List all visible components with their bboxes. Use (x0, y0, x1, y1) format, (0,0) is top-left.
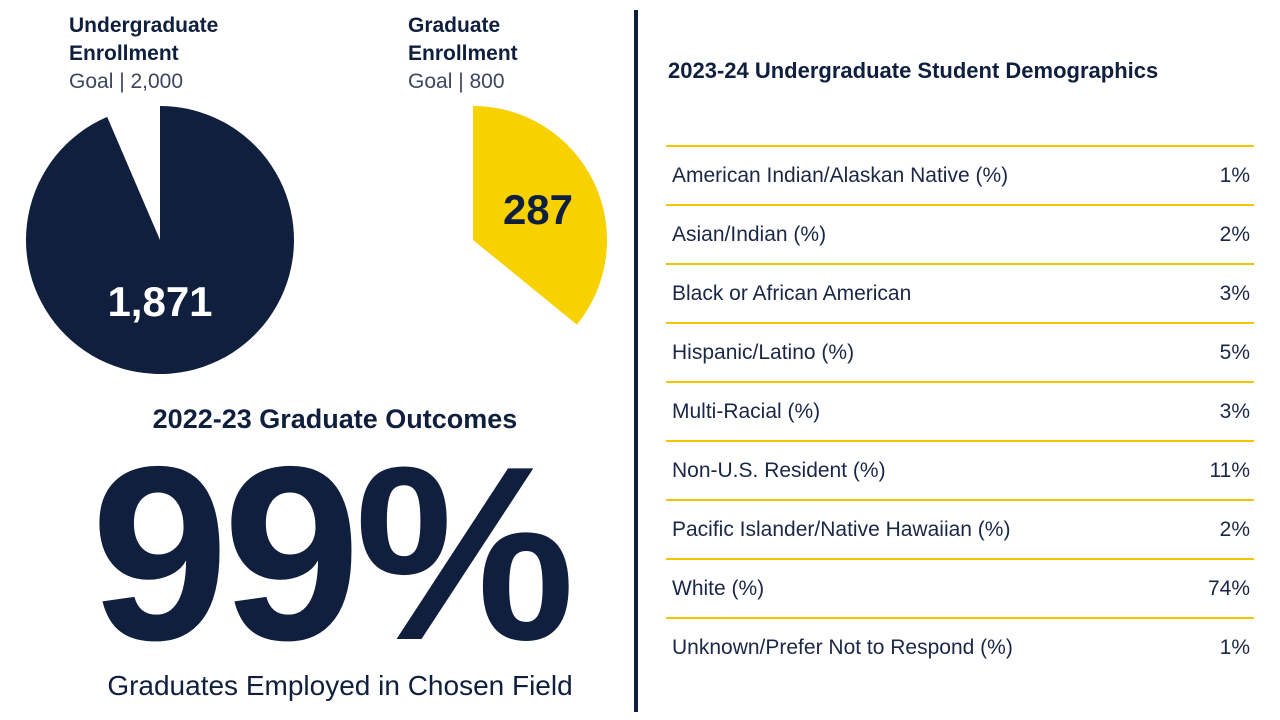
undergrad-pie-label: 1,871 (107, 278, 212, 325)
row-label: White (%) (672, 576, 765, 600)
outcomes-big-value: 99% (90, 414, 575, 692)
row-label: Black or African American (672, 281, 912, 305)
row-value: 74% (1207, 576, 1250, 600)
graduate-title-line2: Enrollment (408, 42, 518, 65)
table-row: Multi-Racial (%) 3% (666, 381, 1254, 440)
graduate-pie-chart: 287 (473, 106, 608, 325)
table-row: Non-U.S. Resident (%) 11% (666, 440, 1254, 499)
graduate-pie-label: 287 (503, 186, 573, 233)
row-value: 5% (1219, 340, 1250, 364)
row-value: 1% (1219, 635, 1250, 659)
row-label: Hispanic/Latino (%) (672, 340, 855, 364)
table-row: Hispanic/Latino (%) 5% (666, 322, 1254, 381)
demographics-table: American Indian/Alaskan Native (%) 1% As… (666, 145, 1254, 676)
row-label: Unknown/Prefer Not to Respond (%) (672, 635, 1013, 659)
demographics-title: 2023-24 Undergraduate Student Demographi… (668, 58, 1159, 83)
undergrad-pie-chart: 1,871 (25, 106, 294, 374)
row-label: Pacific Islander/Native Hawaiian (%) (672, 517, 1011, 541)
table-row: Pacific Islander/Native Hawaiian (%) 2% (666, 499, 1254, 558)
undergrad-title-line1: Undergraduate (69, 14, 219, 37)
outcomes-title: 2022-23 Graduate Outcomes (152, 404, 518, 434)
row-label: Multi-Racial (%) (672, 399, 821, 423)
undergrad-pie-slice (25, 106, 294, 374)
outcomes-caption: Graduates Employed in Chosen Field (107, 670, 573, 701)
row-label: Non-U.S. Resident (%) (672, 458, 886, 482)
table-row: American Indian/Alaskan Native (%) 1% (666, 145, 1254, 204)
row-label: Asian/Indian (%) (672, 222, 827, 246)
row-label: American Indian/Alaskan Native (%) (672, 163, 1009, 187)
table-row: White (%) 74% (666, 558, 1254, 617)
enrollment-pie-charts: 1,871 287 (25, 106, 608, 374)
undergrad-enrollment-heading: Undergraduate Enrollment Goal | 2,000 (69, 12, 218, 96)
graduate-title-line1: Graduate (408, 14, 501, 37)
undergrad-title-line2: Enrollment (69, 42, 179, 65)
graduate-goal: Goal | 800 (408, 70, 505, 93)
row-value: 2% (1219, 517, 1250, 541)
vertical-divider (634, 10, 638, 712)
graduate-pie-slice (473, 106, 608, 325)
graduate-enrollment-heading: Graduate Enrollment Goal | 800 (408, 12, 518, 96)
table-row: Unknown/Prefer Not to Respond (%) 1% (666, 617, 1254, 676)
row-value: 2% (1219, 222, 1250, 246)
table-row: Black or African American 3% (666, 263, 1254, 322)
row-value: 3% (1219, 281, 1250, 305)
row-value: 11% (1209, 458, 1250, 482)
row-value: 1% (1219, 163, 1250, 187)
row-value: 3% (1219, 399, 1250, 423)
undergrad-goal: Goal | 2,000 (69, 70, 184, 93)
table-row: Asian/Indian (%) 2% (666, 204, 1254, 263)
